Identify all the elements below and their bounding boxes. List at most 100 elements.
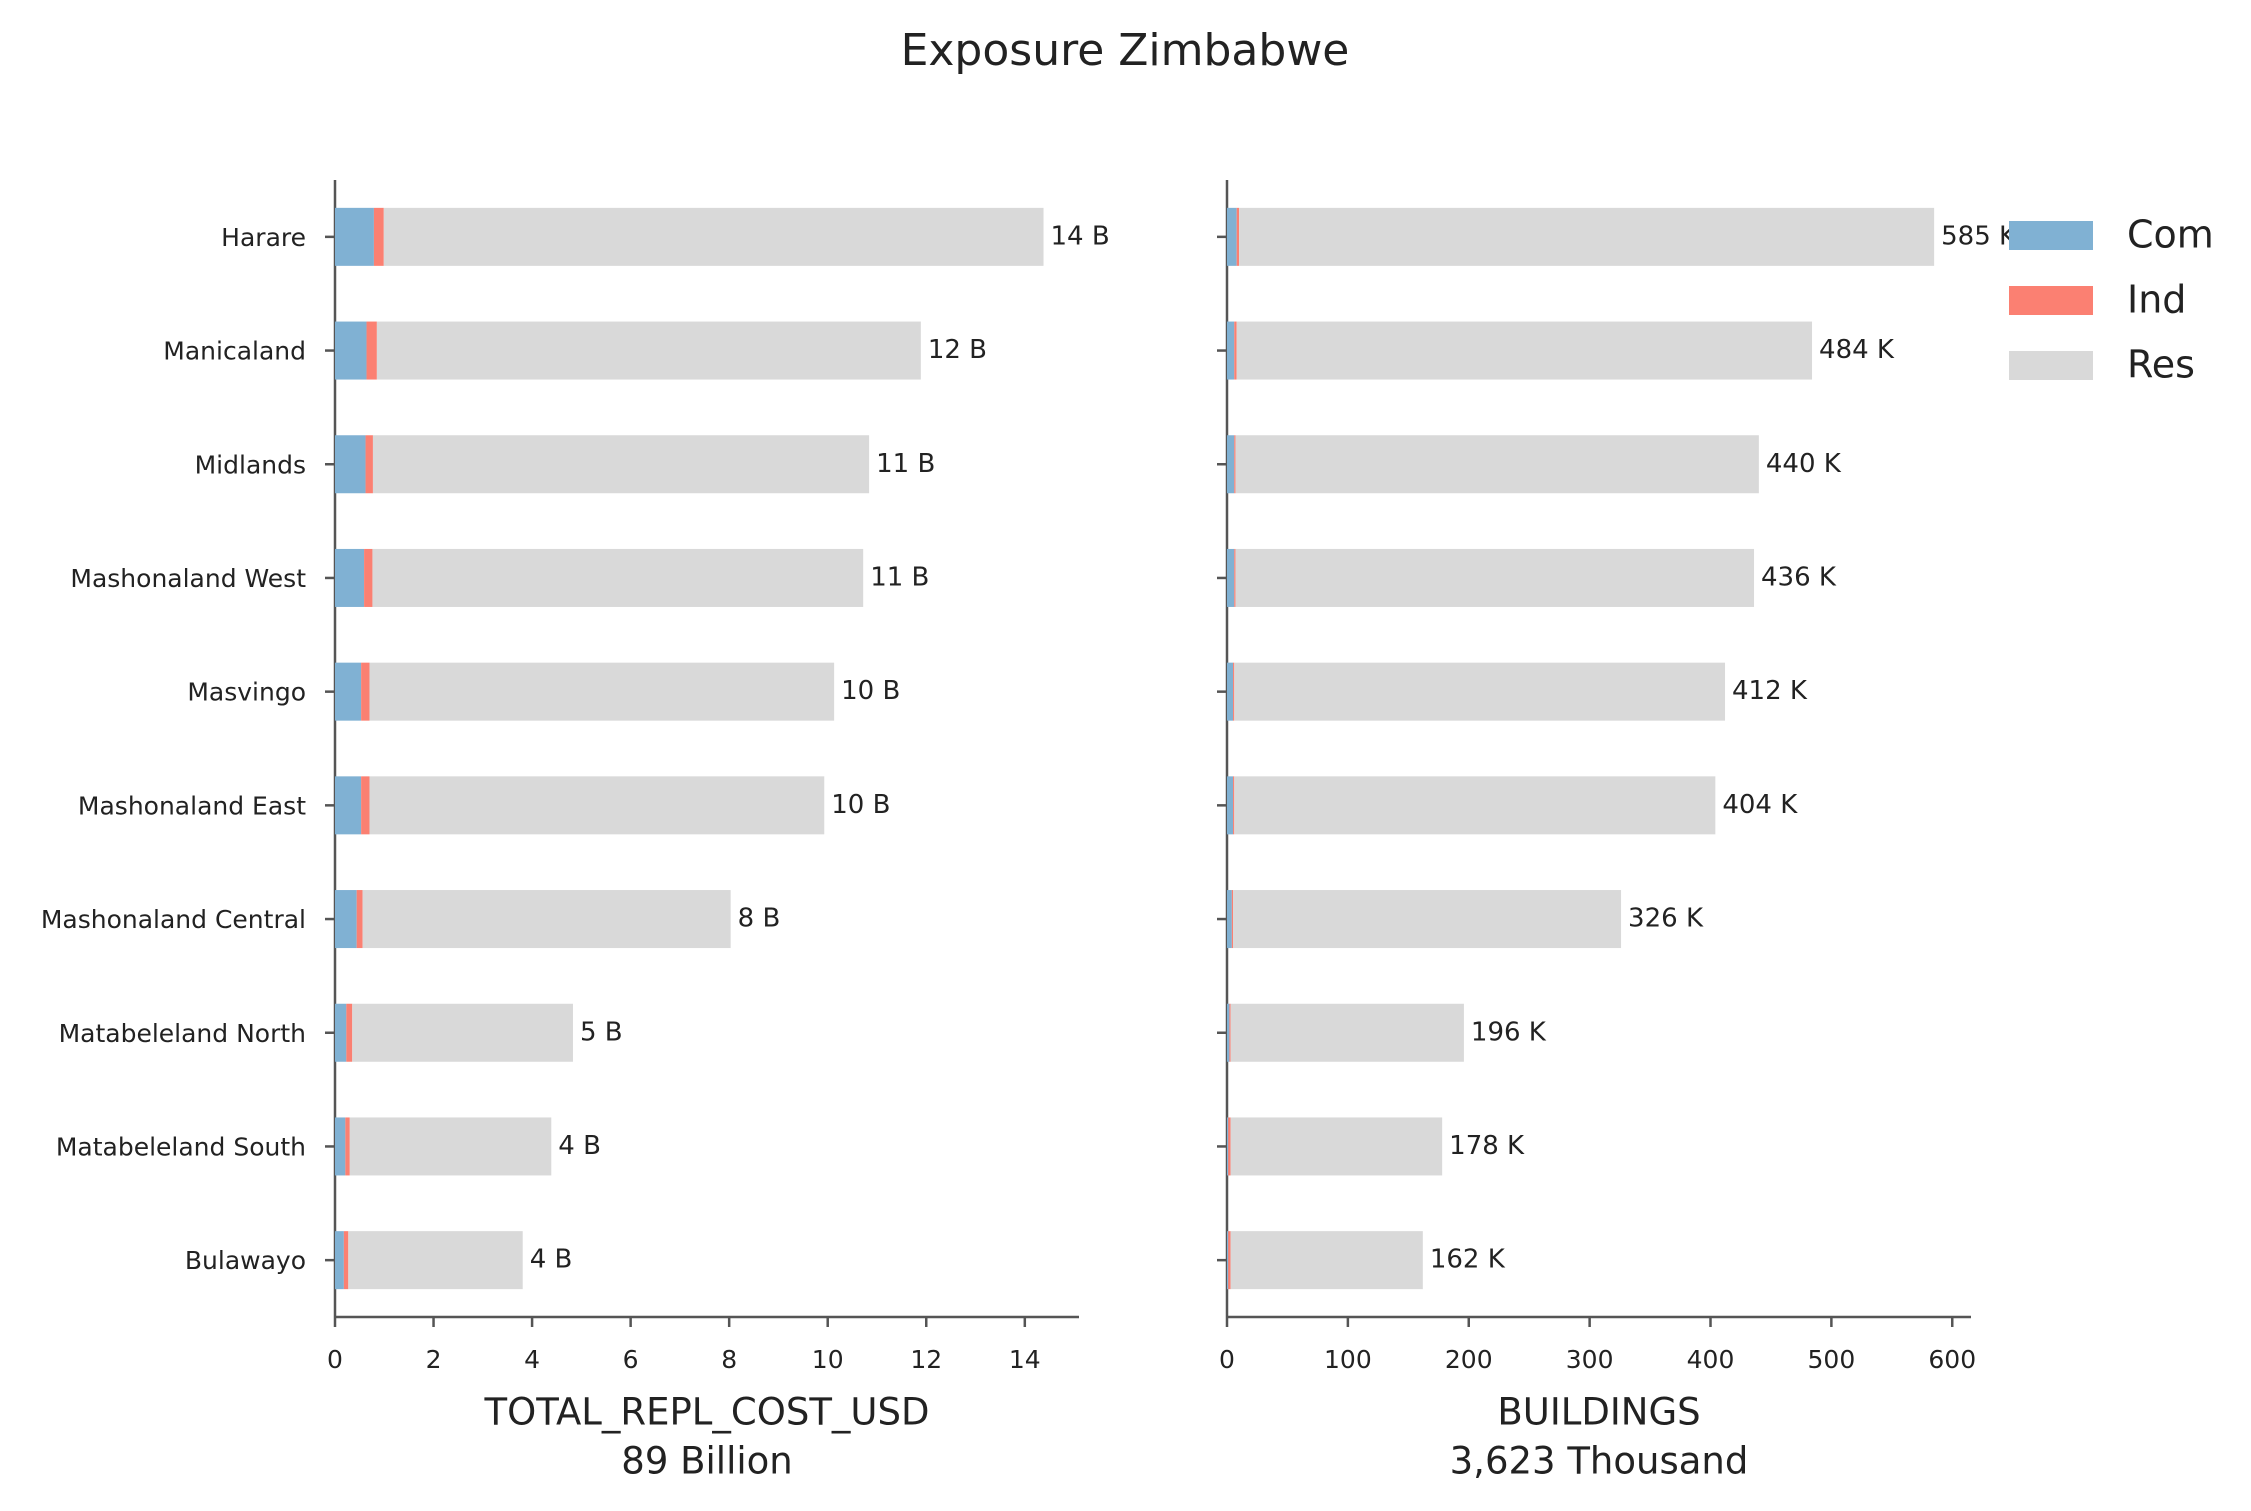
bar-segment: [1233, 776, 1235, 835]
total-label: 4 B: [530, 1245, 573, 1275]
bar-segment: [356, 890, 363, 949]
bar-segment: [372, 435, 870, 494]
bar-segment: [1236, 321, 1813, 380]
x-tick-label: 12: [910, 1345, 942, 1374]
bar-segment: [1227, 321, 1235, 380]
legend-swatch: [2009, 221, 2093, 250]
bar-segment: [1227, 1231, 1229, 1290]
bar-segment: [1228, 1231, 1231, 1290]
y-tick-label: Mashonaland East: [78, 791, 306, 820]
bar-segment: [365, 435, 373, 494]
bar-segment: [383, 207, 1044, 266]
x-tick-label: 4: [524, 1345, 540, 1374]
bar-segment: [1231, 890, 1234, 949]
x-axis-label: BUILDINGS: [1497, 1391, 1700, 1434]
total-label: 14 B: [1051, 221, 1110, 251]
bar-segment: [1234, 321, 1237, 380]
bar-segment: [1227, 776, 1234, 835]
x-tick-label: 300: [1566, 1345, 1614, 1374]
bar-segment: [335, 321, 367, 380]
bar-segment: [335, 548, 365, 607]
y-tick-label: Mashonaland Central: [41, 905, 306, 934]
legend-swatch: [2009, 286, 2093, 315]
bar-segment: [373, 207, 384, 266]
bar-segment: [369, 662, 835, 721]
x-tick-label: 14: [1009, 1345, 1041, 1374]
legend-label: Com: [2127, 213, 2214, 257]
total-label: 10 B: [831, 790, 890, 820]
bar-segment: [1234, 435, 1236, 494]
bar-segment: [1239, 207, 1935, 266]
x-axis-label: 89 Billion: [621, 1440, 792, 1483]
bar-segment: [1227, 548, 1235, 607]
y-tick-label: Harare: [221, 223, 306, 252]
x-tick-label: 200: [1445, 1345, 1493, 1374]
x-tick-label: 100: [1324, 1345, 1372, 1374]
bar-segment: [1235, 548, 1755, 607]
x-tick-label: 0: [327, 1345, 343, 1374]
bar-segment: [335, 1003, 347, 1062]
y-tick-label: Masvingo: [187, 678, 306, 707]
total-label: 5 B: [580, 1017, 623, 1047]
total-label: 326 K: [1628, 904, 1704, 934]
x-axis-label: TOTAL_REPL_COST_USD: [484, 1391, 930, 1434]
total-label: 196 K: [1471, 1017, 1547, 1047]
bar-segment: [345, 1117, 350, 1176]
bar-segment: [1234, 776, 1716, 835]
bar-segment: [362, 890, 731, 949]
bar-segment: [1229, 1003, 1231, 1062]
x-tick-label: 6: [623, 1345, 639, 1374]
total-label: 404 K: [1722, 790, 1798, 820]
total-label: 11 B: [876, 449, 935, 479]
bar-segment: [335, 435, 366, 494]
bar-segment: [361, 776, 370, 835]
bar-segment: [366, 321, 377, 380]
total-label: 10 B: [841, 676, 900, 706]
bar-segment: [1227, 435, 1235, 494]
bar-segment: [1227, 1003, 1230, 1062]
bar-segment: [335, 776, 362, 835]
bar-segment: [1230, 1117, 1443, 1176]
bar-segment: [335, 1117, 346, 1176]
y-tick-label: Manicaland: [163, 337, 306, 366]
total-label: 436 K: [1761, 562, 1837, 592]
x-axis-label: 3,623 Thousand: [1450, 1440, 1749, 1483]
bar-segment: [1235, 435, 1759, 494]
legend-label: Res: [2127, 343, 2195, 387]
y-tick-label: Matabeleland North: [59, 1019, 306, 1048]
bar-segment: [1230, 1231, 1423, 1290]
bar-segment: [335, 1231, 344, 1290]
bar-segment: [335, 890, 357, 949]
bar-segment: [361, 662, 370, 721]
chart-title: Exposure Zimbabwe: [901, 25, 1350, 76]
bar-segment: [1227, 207, 1237, 266]
bar-segment: [346, 1003, 353, 1062]
x-tick-label: 8: [721, 1345, 737, 1374]
bar-segment: [1236, 207, 1240, 266]
bar-segment: [1228, 1117, 1231, 1176]
bar-segment: [1227, 662, 1234, 721]
x-tick-label: 0: [1219, 1345, 1235, 1374]
x-tick-label: 10: [812, 1345, 844, 1374]
y-tick-label: Midlands: [195, 450, 306, 479]
y-tick-label: Bulawayo: [185, 1246, 306, 1275]
legend-swatch: [2009, 351, 2093, 380]
bar-segment: [1230, 1003, 1464, 1062]
x-tick-label: 600: [1928, 1345, 1976, 1374]
y-tick-label: Mashonaland West: [70, 564, 306, 593]
x-tick-label: 400: [1687, 1345, 1735, 1374]
x-tick-label: 2: [426, 1345, 442, 1374]
bar-segment: [372, 548, 864, 607]
legend-label: Ind: [2127, 278, 2186, 322]
total-label: 440 K: [1766, 449, 1842, 479]
x-tick-label: 500: [1808, 1345, 1856, 1374]
bar-segment: [335, 207, 374, 266]
bar-segment: [1234, 548, 1236, 607]
total-label: 12 B: [928, 335, 987, 365]
bar-segment: [1233, 662, 1235, 721]
bar-segment: [348, 1231, 523, 1290]
total-label: 11 B: [870, 562, 929, 592]
bar-segment: [335, 662, 362, 721]
total-label: 484 K: [1819, 335, 1895, 365]
